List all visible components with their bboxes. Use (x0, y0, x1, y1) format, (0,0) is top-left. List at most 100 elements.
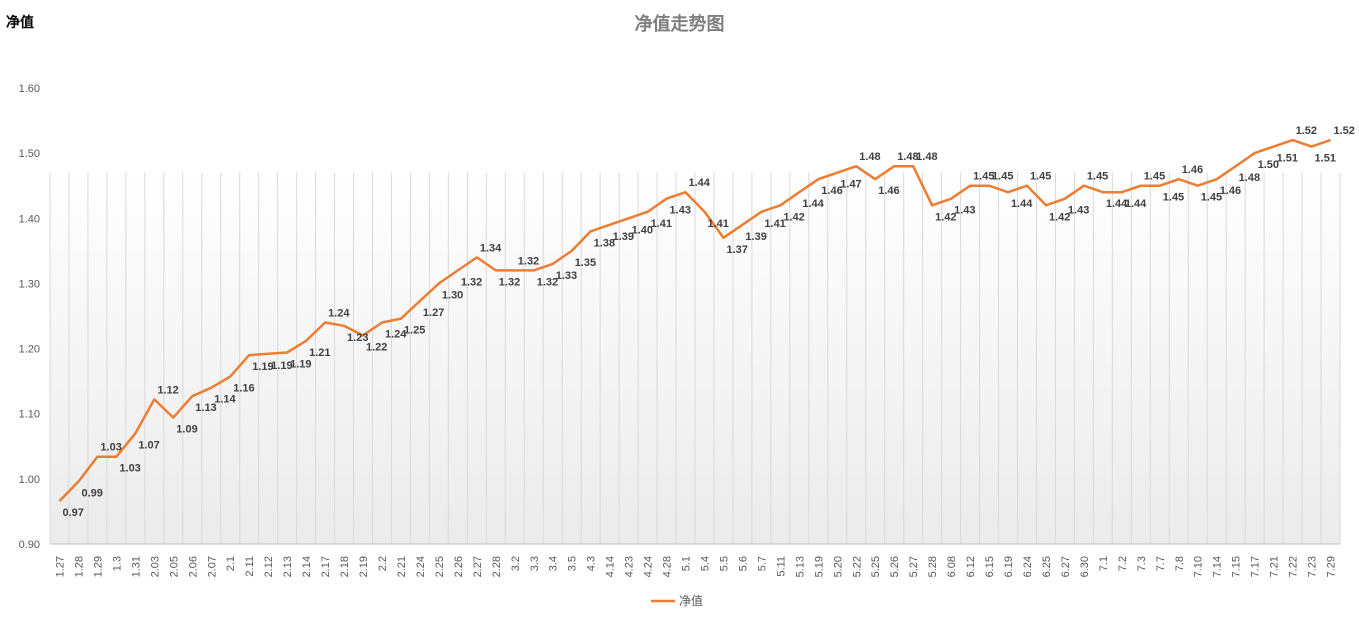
x-tick-label: 4.14 (605, 556, 617, 577)
x-tick-label: 5.11 (775, 556, 787, 577)
data-label: 1.25 (404, 325, 425, 337)
data-label: 1.42 (1049, 211, 1070, 223)
x-tick-label: 2.12 (263, 556, 275, 577)
x-tick-label: 2.05 (168, 556, 180, 577)
x-tick-label: 5.6 (737, 556, 749, 571)
y-axis-unit-label: 净值 (6, 14, 34, 30)
data-label: 1.41 (707, 218, 728, 230)
data-label: 1.43 (670, 205, 691, 217)
x-tick-label: 1.3 (111, 556, 123, 571)
x-tick-label: 7.10 (1193, 556, 1205, 577)
data-label: 1.46 (1220, 185, 1241, 197)
data-label: 1.13 (195, 402, 216, 414)
x-tick-label: 7.15 (1231, 556, 1243, 577)
data-label: 1.38 (594, 237, 615, 249)
data-label: 1.35 (575, 257, 596, 269)
y-tick-label: 1.20 (19, 344, 40, 356)
data-label: 1.50 (1258, 159, 1279, 171)
x-tick-label: 6.15 (984, 556, 996, 577)
x-tick-label: 2.27 (472, 556, 484, 577)
data-label: 1.45 (992, 171, 1013, 183)
x-tick-label: 6.24 (1022, 556, 1034, 577)
x-tick-label: 7.17 (1250, 556, 1262, 577)
x-tick-label: 2.24 (415, 556, 427, 577)
x-tick-label: 4.3 (586, 556, 598, 571)
data-label: 1.41 (764, 218, 785, 230)
x-tick-label: 6.08 (946, 556, 958, 577)
data-label: 1.51 (1315, 153, 1336, 165)
x-tick-label: 2.1 (225, 556, 237, 571)
data-label: 1.44 (689, 177, 711, 189)
x-tick-label: 5.5 (718, 556, 730, 571)
x-tick-label: 5.20 (832, 556, 844, 577)
data-label: 1.24 (385, 329, 407, 341)
x-tick-label: 7.1 (1098, 556, 1110, 571)
x-tick-label: 2.25 (434, 556, 446, 577)
x-tick-label: 2.21 (396, 556, 408, 577)
data-label: 1.45 (1087, 171, 1108, 183)
chart-title: 净值走势图 (634, 14, 725, 35)
x-tick-label: 2.03 (149, 556, 161, 577)
x-tick-label: 2.07 (206, 556, 218, 577)
data-label: 1.37 (726, 244, 747, 256)
data-label: 1.32 (499, 276, 520, 288)
y-tick-label: 0.90 (19, 539, 40, 551)
data-label: 1.45 (973, 171, 994, 183)
x-tick-label: 5.28 (927, 556, 939, 577)
data-label: 1.09 (176, 424, 197, 436)
data-label: 1.19 (290, 358, 311, 370)
x-tick-label: 7.22 (1288, 556, 1300, 577)
data-label: 1.22 (366, 342, 387, 354)
x-tick-label: 2.06 (187, 556, 199, 577)
data-label: 1.42 (935, 211, 956, 223)
x-tick-label: 5.25 (870, 556, 882, 577)
x-tick-label: 3.2 (510, 556, 522, 571)
x-tick-label: 2.2 (377, 556, 389, 571)
data-label: 1.52 (1296, 125, 1317, 137)
data-label: 1.48 (916, 151, 937, 163)
data-label: 1.24 (328, 308, 350, 320)
data-label: 1.51 (1277, 153, 1298, 165)
data-label: 1.21 (309, 347, 330, 359)
x-tick-label: 5.1 (681, 556, 693, 571)
x-tick-label: 6.27 (1060, 556, 1072, 577)
data-label: 1.32 (461, 276, 482, 288)
data-label: 1.45 (1030, 171, 1051, 183)
data-label: 1.43 (1068, 205, 1089, 217)
data-label: 1.03 (119, 463, 140, 475)
data-label: 1.32 (518, 255, 539, 267)
data-label: 1.48 (1239, 172, 1260, 184)
data-label: 1.44 (1011, 198, 1033, 210)
x-tick-label: 1.31 (130, 556, 142, 577)
x-tick-label: 6.19 (1003, 556, 1015, 577)
data-label: 1.46 (878, 185, 899, 197)
x-tick-label: 2.17 (320, 556, 332, 577)
data-label: 0.99 (81, 487, 102, 499)
x-tick-label: 1.27 (54, 556, 66, 577)
data-label: 1.41 (651, 218, 672, 230)
y-tick-label: 1.10 (19, 409, 40, 421)
data-label: 1.27 (423, 307, 444, 319)
data-label: 1.47 (840, 179, 861, 191)
data-label: 0.97 (62, 507, 83, 519)
x-tick-label: 7.21 (1269, 556, 1281, 577)
x-tick-label: 2.14 (301, 556, 313, 577)
data-label: 1.44 (1125, 198, 1147, 210)
data-label: 1.45 (1144, 171, 1165, 183)
x-tick-label: 5.7 (756, 556, 768, 571)
y-tick-label: 1.40 (19, 213, 40, 225)
data-label: 1.48 (859, 151, 880, 163)
data-label: 1.12 (157, 384, 178, 396)
data-label: 1.34 (480, 242, 502, 254)
data-label: 1.52 (1334, 125, 1355, 137)
x-tick-label: 5.19 (813, 556, 825, 577)
data-label: 1.16 (233, 383, 254, 395)
x-tick-label: 1.28 (73, 556, 85, 577)
data-label: 1.33 (556, 270, 577, 282)
x-tick-label: 2.19 (358, 556, 370, 577)
data-label: 1.30 (442, 289, 463, 301)
data-label: 1.32 (537, 276, 558, 288)
data-label: 1.45 (1201, 192, 1222, 204)
x-tick-label: 4.24 (643, 556, 655, 577)
x-tick-label: 4.23 (624, 556, 636, 577)
